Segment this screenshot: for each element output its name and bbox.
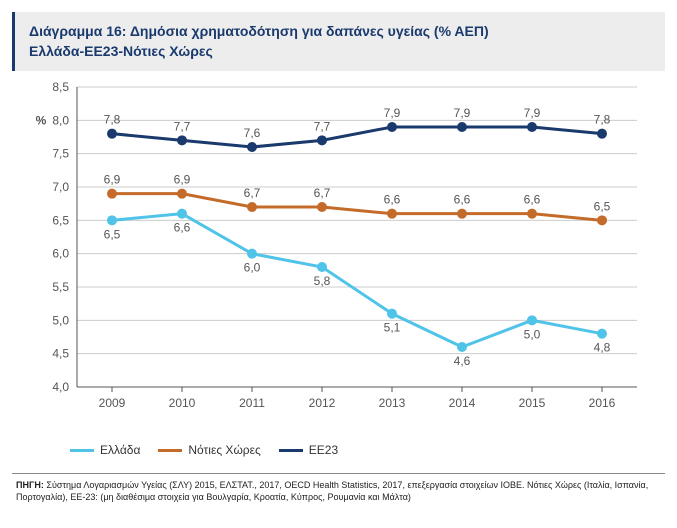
y-tick-label: 5,0 xyxy=(52,314,69,328)
y-tick-label: 6,5 xyxy=(52,214,69,228)
data-label: 6,6 xyxy=(173,221,190,235)
series-marker xyxy=(527,122,537,132)
series-marker xyxy=(457,209,467,219)
legend-label: ΕΕ23 xyxy=(309,443,338,457)
y-axis-label: % xyxy=(35,114,46,128)
y-tick-label: 5,5 xyxy=(52,280,69,294)
data-label: 4,8 xyxy=(593,341,610,355)
legend-swatch xyxy=(279,449,303,452)
series-marker xyxy=(247,142,257,152)
series-marker xyxy=(457,122,467,132)
legend-label: Νότιες Χώρες xyxy=(188,443,260,457)
x-tick-label: 2012 xyxy=(308,396,335,410)
data-label: 7,9 xyxy=(383,106,400,120)
data-label: 6,7 xyxy=(243,186,260,200)
data-label: 5,0 xyxy=(523,328,540,342)
chart-header: Διάγραμμα 16: Δημόσια χρηματοδότηση για … xyxy=(12,12,665,71)
x-tick-label: 2009 xyxy=(98,396,125,410)
legend-item: Ελλάδα xyxy=(70,443,140,457)
y-tick-label: 7,0 xyxy=(52,180,69,194)
series-marker xyxy=(527,316,537,326)
series-marker xyxy=(597,216,607,226)
legend-item: ΕΕ23 xyxy=(279,443,338,457)
data-label: 7,9 xyxy=(453,106,470,120)
y-tick-label: 4,0 xyxy=(52,380,69,394)
data-label: 5,8 xyxy=(313,274,330,288)
data-label: 7,7 xyxy=(173,120,190,134)
chart-title: Διάγραμμα 16: Δημόσια χρηματοδότηση για … xyxy=(29,22,651,61)
title-line2: Ελλάδα-ΕΕ23-Νότιες Χώρες xyxy=(29,43,213,59)
data-label: 6,6 xyxy=(523,193,540,207)
series-marker xyxy=(177,209,187,219)
series-marker xyxy=(387,309,397,319)
x-tick-label: 2016 xyxy=(588,396,615,410)
source-text: Σύστημα Λογαριασμών Υγείας (ΣΛΥ) 2015, Ε… xyxy=(16,480,648,502)
y-tick-label: 7,5 xyxy=(52,147,69,161)
chart-svg: 4,0 4,5 5,0 5,5 6,0 6,5 7,0 7,5 8,0 8,5% 2009 2010 2… xyxy=(19,77,659,437)
series-marker xyxy=(107,189,117,199)
data-label: 6,6 xyxy=(453,193,470,207)
data-label: 7,7 xyxy=(313,120,330,134)
y-tick-label: 4,5 xyxy=(52,347,69,361)
series-marker xyxy=(107,129,117,139)
x-tick-label: 2010 xyxy=(168,396,195,410)
data-label: 7,6 xyxy=(243,126,260,140)
x-tick-label: 2014 xyxy=(448,396,475,410)
series-marker xyxy=(177,189,187,199)
x-tick-label: 2011 xyxy=(239,396,265,410)
data-label: 7,9 xyxy=(523,106,540,120)
data-label: 6,5 xyxy=(103,228,120,242)
data-label: 6,9 xyxy=(173,173,190,187)
line-chart: 4,0 4,5 5,0 5,5 6,0 6,5 7,0 7,5 8,0 8,5% 2009 2010 2… xyxy=(19,77,659,437)
series-marker xyxy=(387,122,397,132)
legend-swatch xyxy=(158,449,182,452)
legend-swatch xyxy=(70,449,94,452)
data-label: 6,6 xyxy=(383,193,400,207)
data-label: 6,9 xyxy=(103,173,120,187)
series-marker xyxy=(317,202,327,212)
data-label: 6,7 xyxy=(313,186,330,200)
data-label: 6,5 xyxy=(593,200,610,214)
legend-item: Νότιες Χώρες xyxy=(158,443,260,457)
y-tick-label: 8,5 xyxy=(52,80,69,94)
data-label: 7,8 xyxy=(103,113,120,127)
series-marker xyxy=(107,216,117,226)
series-marker xyxy=(247,249,257,259)
series-marker xyxy=(247,202,257,212)
legend-label: Ελλάδα xyxy=(100,443,140,457)
data-label: 6,0 xyxy=(243,261,260,275)
series-marker xyxy=(597,129,607,139)
series-marker xyxy=(177,136,187,146)
x-tick-label: 2013 xyxy=(378,396,405,410)
title-line1: Διάγραμμα 16: Δημόσια χρηματοδότηση για … xyxy=(29,23,489,39)
series-marker xyxy=(597,329,607,339)
y-tick-label: 6,0 xyxy=(52,247,69,261)
series-marker xyxy=(527,209,537,219)
x-tick-label: 2015 xyxy=(518,396,545,410)
series-marker xyxy=(457,342,467,352)
series-marker xyxy=(317,136,327,146)
data-label: 5,1 xyxy=(383,321,400,335)
source-label: ΠΗΓΗ: xyxy=(16,480,44,490)
series-marker xyxy=(317,262,327,272)
chart-legend: Ελλάδα Νότιες Χώρες ΕΕ23 xyxy=(12,437,665,467)
source-note: ΠΗΓΗ: Σύστημα Λογαριασμών Υγείας (ΣΛΥ) 2… xyxy=(12,473,665,503)
data-label: 4,6 xyxy=(453,354,470,368)
series-marker xyxy=(387,209,397,219)
data-label: 7,8 xyxy=(593,113,610,127)
y-tick-label: 8,0 xyxy=(52,114,69,128)
